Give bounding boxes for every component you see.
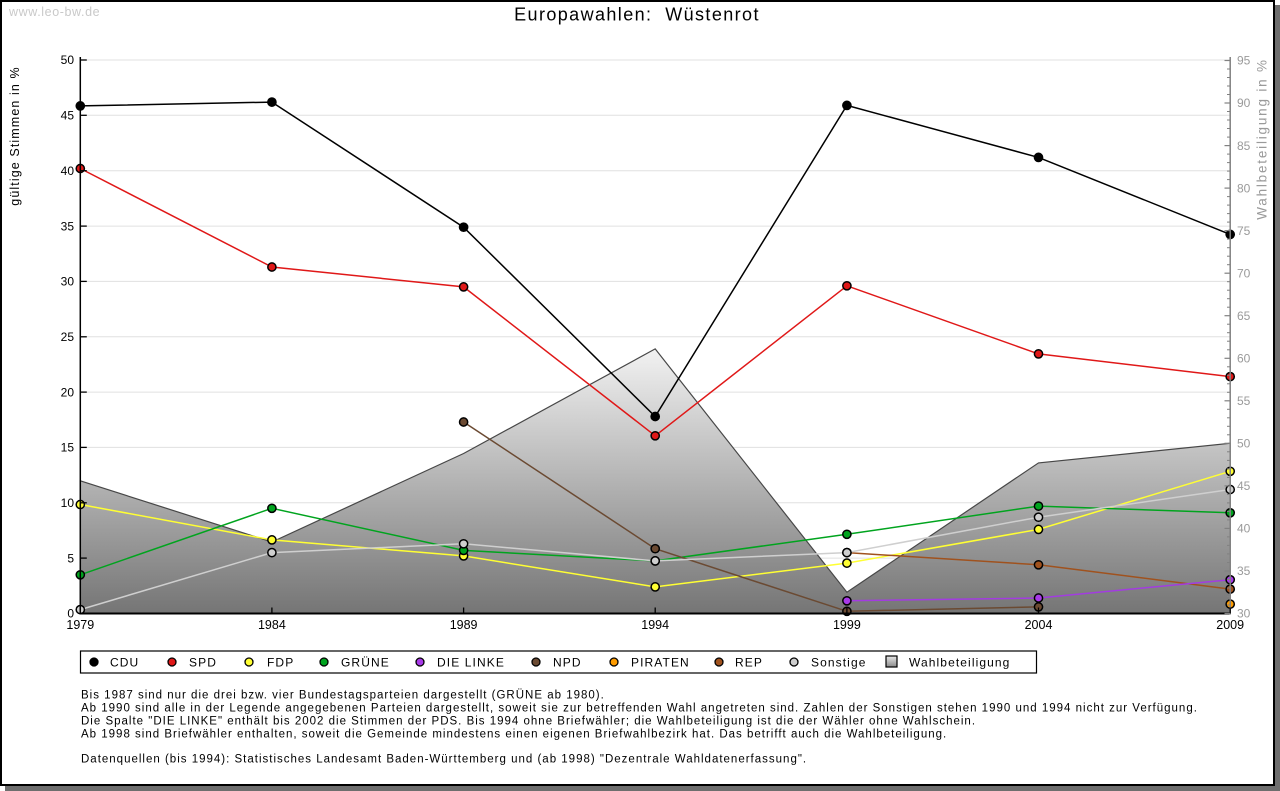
svg-text:PIRATEN: PIRATEN [631, 656, 690, 670]
svg-text:Europawahlen: Wüstenrot: Europawahlen: Wüstenrot [514, 5, 760, 25]
svg-text:Datenquellen (bis 1994): Stati: Datenquellen (bis 1994): Statistisches L… [81, 754, 807, 766]
svg-text:Wahlbeteiligung: Wahlbeteiligung [909, 656, 1010, 670]
svg-text:2004: 2004 [1025, 618, 1053, 632]
svg-text:1979: 1979 [66, 618, 94, 632]
svg-text:1984: 1984 [258, 618, 286, 632]
svg-text:45: 45 [61, 109, 75, 123]
svg-text:35: 35 [61, 219, 75, 233]
svg-text:REP: REP [735, 656, 763, 670]
svg-text:30: 30 [61, 275, 75, 289]
svg-text:1994: 1994 [641, 618, 669, 632]
svg-text:15: 15 [61, 441, 75, 455]
svg-text:Wahlbeteiligung in %: Wahlbeteiligung in % [1255, 58, 1270, 220]
svg-text:40: 40 [1237, 522, 1251, 536]
svg-text:85: 85 [1237, 139, 1251, 153]
svg-text:25: 25 [61, 330, 75, 344]
svg-text:55: 55 [1237, 394, 1251, 408]
svg-text:SPD: SPD [189, 656, 217, 670]
svg-text:50: 50 [61, 53, 75, 67]
svg-text:1999: 1999 [833, 618, 861, 632]
svg-text:DIE LINKE: DIE LINKE [437, 656, 505, 670]
svg-text:50: 50 [1237, 437, 1251, 451]
svg-text:Die Spalte "DIE LINKE" enthält: Die Spalte "DIE LINKE" enthält bis 2002 … [81, 716, 976, 728]
svg-text:FDP: FDP [267, 656, 294, 670]
svg-text:Sonstige: Sonstige [811, 656, 867, 670]
svg-text:0: 0 [67, 607, 74, 621]
svg-text:GRÜNE: GRÜNE [341, 656, 390, 670]
svg-text:75: 75 [1237, 224, 1251, 238]
svg-text:40: 40 [61, 164, 75, 178]
svg-text:Bis 1987 sind nur die drei bzw: Bis 1987 sind nur die drei bzw. vier Bun… [81, 690, 605, 702]
svg-text:30: 30 [1237, 607, 1251, 621]
svg-text:www.leo-bw.de: www.leo-bw.de [8, 5, 100, 19]
svg-text:80: 80 [1237, 181, 1251, 195]
svg-text:NPD: NPD [553, 656, 582, 670]
svg-text:65: 65 [1237, 309, 1251, 323]
svg-text:70: 70 [1237, 266, 1251, 280]
svg-text:20: 20 [61, 385, 75, 399]
svg-text:2009: 2009 [1216, 618, 1244, 632]
svg-text:95: 95 [1237, 54, 1251, 68]
svg-text:60: 60 [1237, 352, 1251, 366]
svg-text:CDU: CDU [110, 656, 139, 670]
svg-text:10: 10 [61, 496, 75, 510]
svg-text:1989: 1989 [450, 618, 478, 632]
svg-text:5: 5 [67, 551, 74, 565]
svg-text:gültige Stimmen in %: gültige Stimmen in % [8, 66, 22, 205]
svg-text:45: 45 [1237, 479, 1251, 493]
svg-text:Ab 1998 sind Briefwähler entha: Ab 1998 sind Briefwähler enthalten, sowe… [81, 729, 947, 741]
svg-text:Ab 1990 sind alle in der Legen: Ab 1990 sind alle in der Legende angegeb… [81, 703, 1198, 715]
svg-text:90: 90 [1237, 96, 1251, 110]
svg-text:35: 35 [1237, 564, 1251, 578]
